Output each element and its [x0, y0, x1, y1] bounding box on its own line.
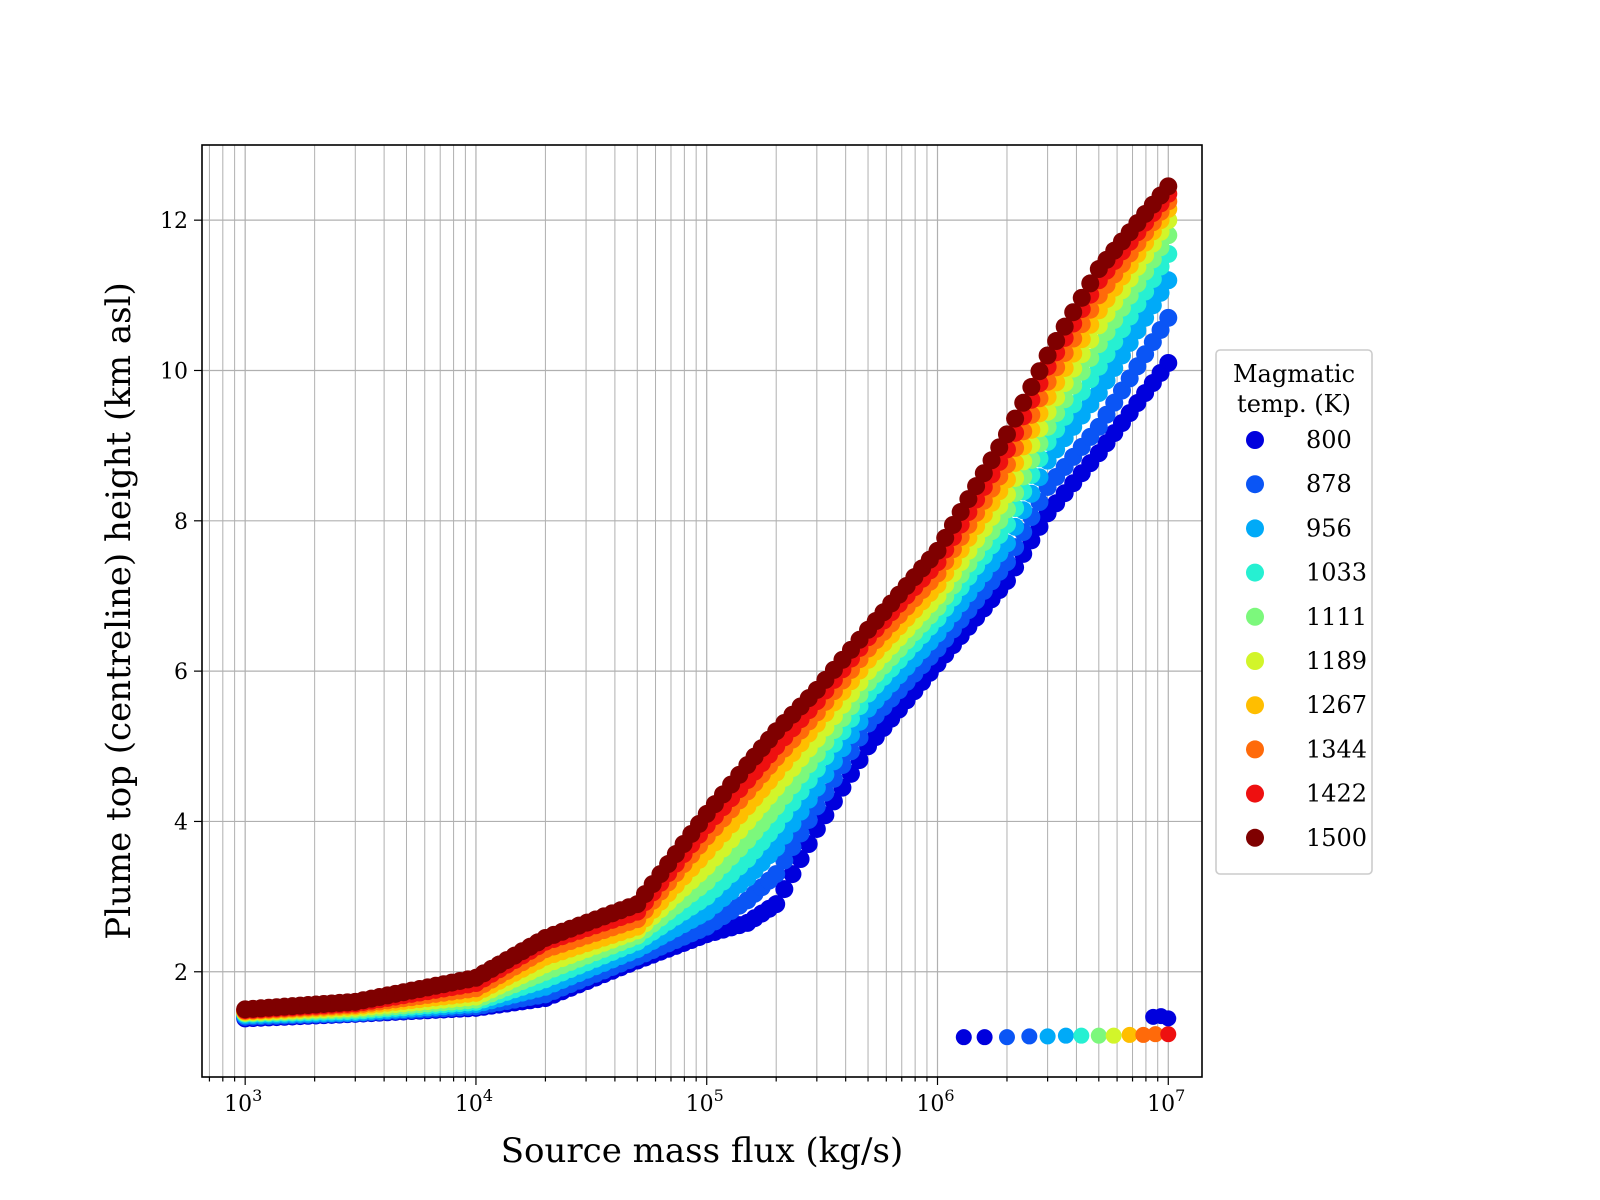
x-tick-label: 104 [455, 1086, 493, 1117]
point-1500 [997, 425, 1016, 444]
outlier-point [1057, 1027, 1074, 1044]
legend-label-1344: 1344 [1306, 735, 1367, 763]
x-tick-exponent: 7 [1175, 1086, 1185, 1105]
legend-label-800: 800 [1306, 426, 1352, 454]
point-1500 [1030, 362, 1049, 381]
x-tick-exponent: 4 [483, 1086, 493, 1105]
legend-items: 800 878 956 1033 1111 1189 1267 1344 1422 1500 [1246, 426, 1367, 852]
x-tick-label: 105 [686, 1086, 724, 1117]
outlier-point [1160, 1026, 1177, 1043]
legend-label-1500: 1500 [1306, 824, 1367, 852]
point-1500 [1038, 346, 1057, 365]
point-878 [775, 851, 794, 870]
legend-marker-1267 [1246, 696, 1264, 715]
point-1500 [982, 451, 1001, 470]
legend-marker-1500 [1246, 828, 1264, 847]
point-1500 [1022, 378, 1041, 397]
y-tick-label: 10 [160, 359, 188, 384]
point-1500 [1159, 177, 1178, 196]
x-tick-base: 10 [916, 1092, 944, 1117]
point-1500 [974, 464, 993, 483]
point-878 [767, 865, 786, 884]
point-1500 [1081, 274, 1100, 293]
legend-marker-800 [1246, 431, 1264, 449]
outlier-point [976, 1029, 993, 1046]
outlier-high [1145, 1008, 1177, 1027]
legend-marker-1033 [1246, 563, 1264, 582]
point-1500 [1064, 303, 1083, 322]
x-tick-exponent: 5 [714, 1086, 724, 1105]
point-1500 [928, 541, 947, 560]
y-tick-label: 4 [174, 810, 188, 835]
x-tick-base: 10 [455, 1092, 483, 1117]
legend-marker-1422 [1246, 784, 1264, 803]
legend-label-1267: 1267 [1306, 691, 1367, 719]
legend: Magmatic temp. (K) 800 878 956 1033 1111 1189… [1215, 349, 1373, 875]
legend-marker-1189 [1246, 652, 1264, 670]
x-tick-label: 106 [916, 1086, 954, 1117]
x-tick-base: 10 [1147, 1092, 1175, 1117]
legend-label-1111: 1111 [1306, 603, 1367, 631]
outlier-point [998, 1029, 1015, 1046]
outlier-point [1090, 1027, 1107, 1044]
outlier-point [1021, 1028, 1038, 1045]
x-tick-label: 103 [224, 1086, 262, 1117]
legend-label-956: 956 [1306, 514, 1352, 542]
legend-label-1033: 1033 [1306, 559, 1367, 587]
point-1500 [1047, 332, 1066, 351]
legend-label-878: 878 [1306, 470, 1352, 498]
outlier-point [1160, 1010, 1177, 1027]
legend-marker-956 [1246, 519, 1264, 538]
outlier-point [1039, 1028, 1056, 1045]
x-axis-label: Source mass flux (kg/s) [501, 1131, 903, 1171]
y-tick-label: 2 [174, 961, 188, 986]
x-tick-exponent: 6 [944, 1086, 954, 1105]
x-tick-exponent: 3 [252, 1086, 262, 1105]
point-1500 [959, 490, 978, 509]
point-800 [775, 880, 794, 899]
outlier-point [1121, 1026, 1138, 1043]
legend-label-1422: 1422 [1306, 780, 1367, 808]
legend-marker-878 [1246, 475, 1264, 494]
y-tick-label: 6 [174, 660, 188, 685]
point-1500 [1006, 409, 1025, 428]
point-956 [1159, 271, 1178, 290]
y-axis-label: Plume top (centreline) height (km asl) [99, 282, 139, 940]
legend-title-line1: Magmatic [1233, 360, 1355, 388]
point-1500 [951, 503, 970, 522]
y-tick-label: 8 [174, 510, 188, 535]
point-878 [1159, 308, 1178, 327]
legend-marker-1344 [1246, 740, 1264, 759]
outlier-band [955, 1026, 1177, 1046]
point-1500 [967, 477, 986, 496]
point-1500 [943, 515, 962, 534]
outlier-point [955, 1029, 972, 1046]
outlier-point [1135, 1026, 1152, 1043]
x-tick-base: 10 [224, 1092, 252, 1117]
plot-frame [201, 144, 1203, 1078]
point-800 [783, 865, 802, 884]
point-800 [767, 895, 786, 914]
point-800 [1159, 353, 1178, 372]
point-1500 [1072, 288, 1091, 307]
legend-title-line2: temp. (K) [1237, 390, 1351, 418]
series-1500 [236, 177, 1178, 1019]
y-tick-label: 12 [160, 209, 188, 234]
legend-marker-1111 [1246, 607, 1264, 626]
outlier-point [1147, 1026, 1164, 1043]
data-points [236, 177, 1178, 1046]
point-1500 [990, 438, 1009, 457]
point-1500 [936, 528, 955, 547]
legend-label-1189: 1189 [1306, 647, 1367, 675]
x-tick-label: 107 [1147, 1086, 1185, 1117]
x-tick-base: 10 [686, 1092, 714, 1117]
point-1500 [1055, 317, 1074, 336]
outlier-point [1073, 1027, 1090, 1044]
outlier-point [1105, 1027, 1122, 1044]
point-1500 [1014, 393, 1033, 412]
